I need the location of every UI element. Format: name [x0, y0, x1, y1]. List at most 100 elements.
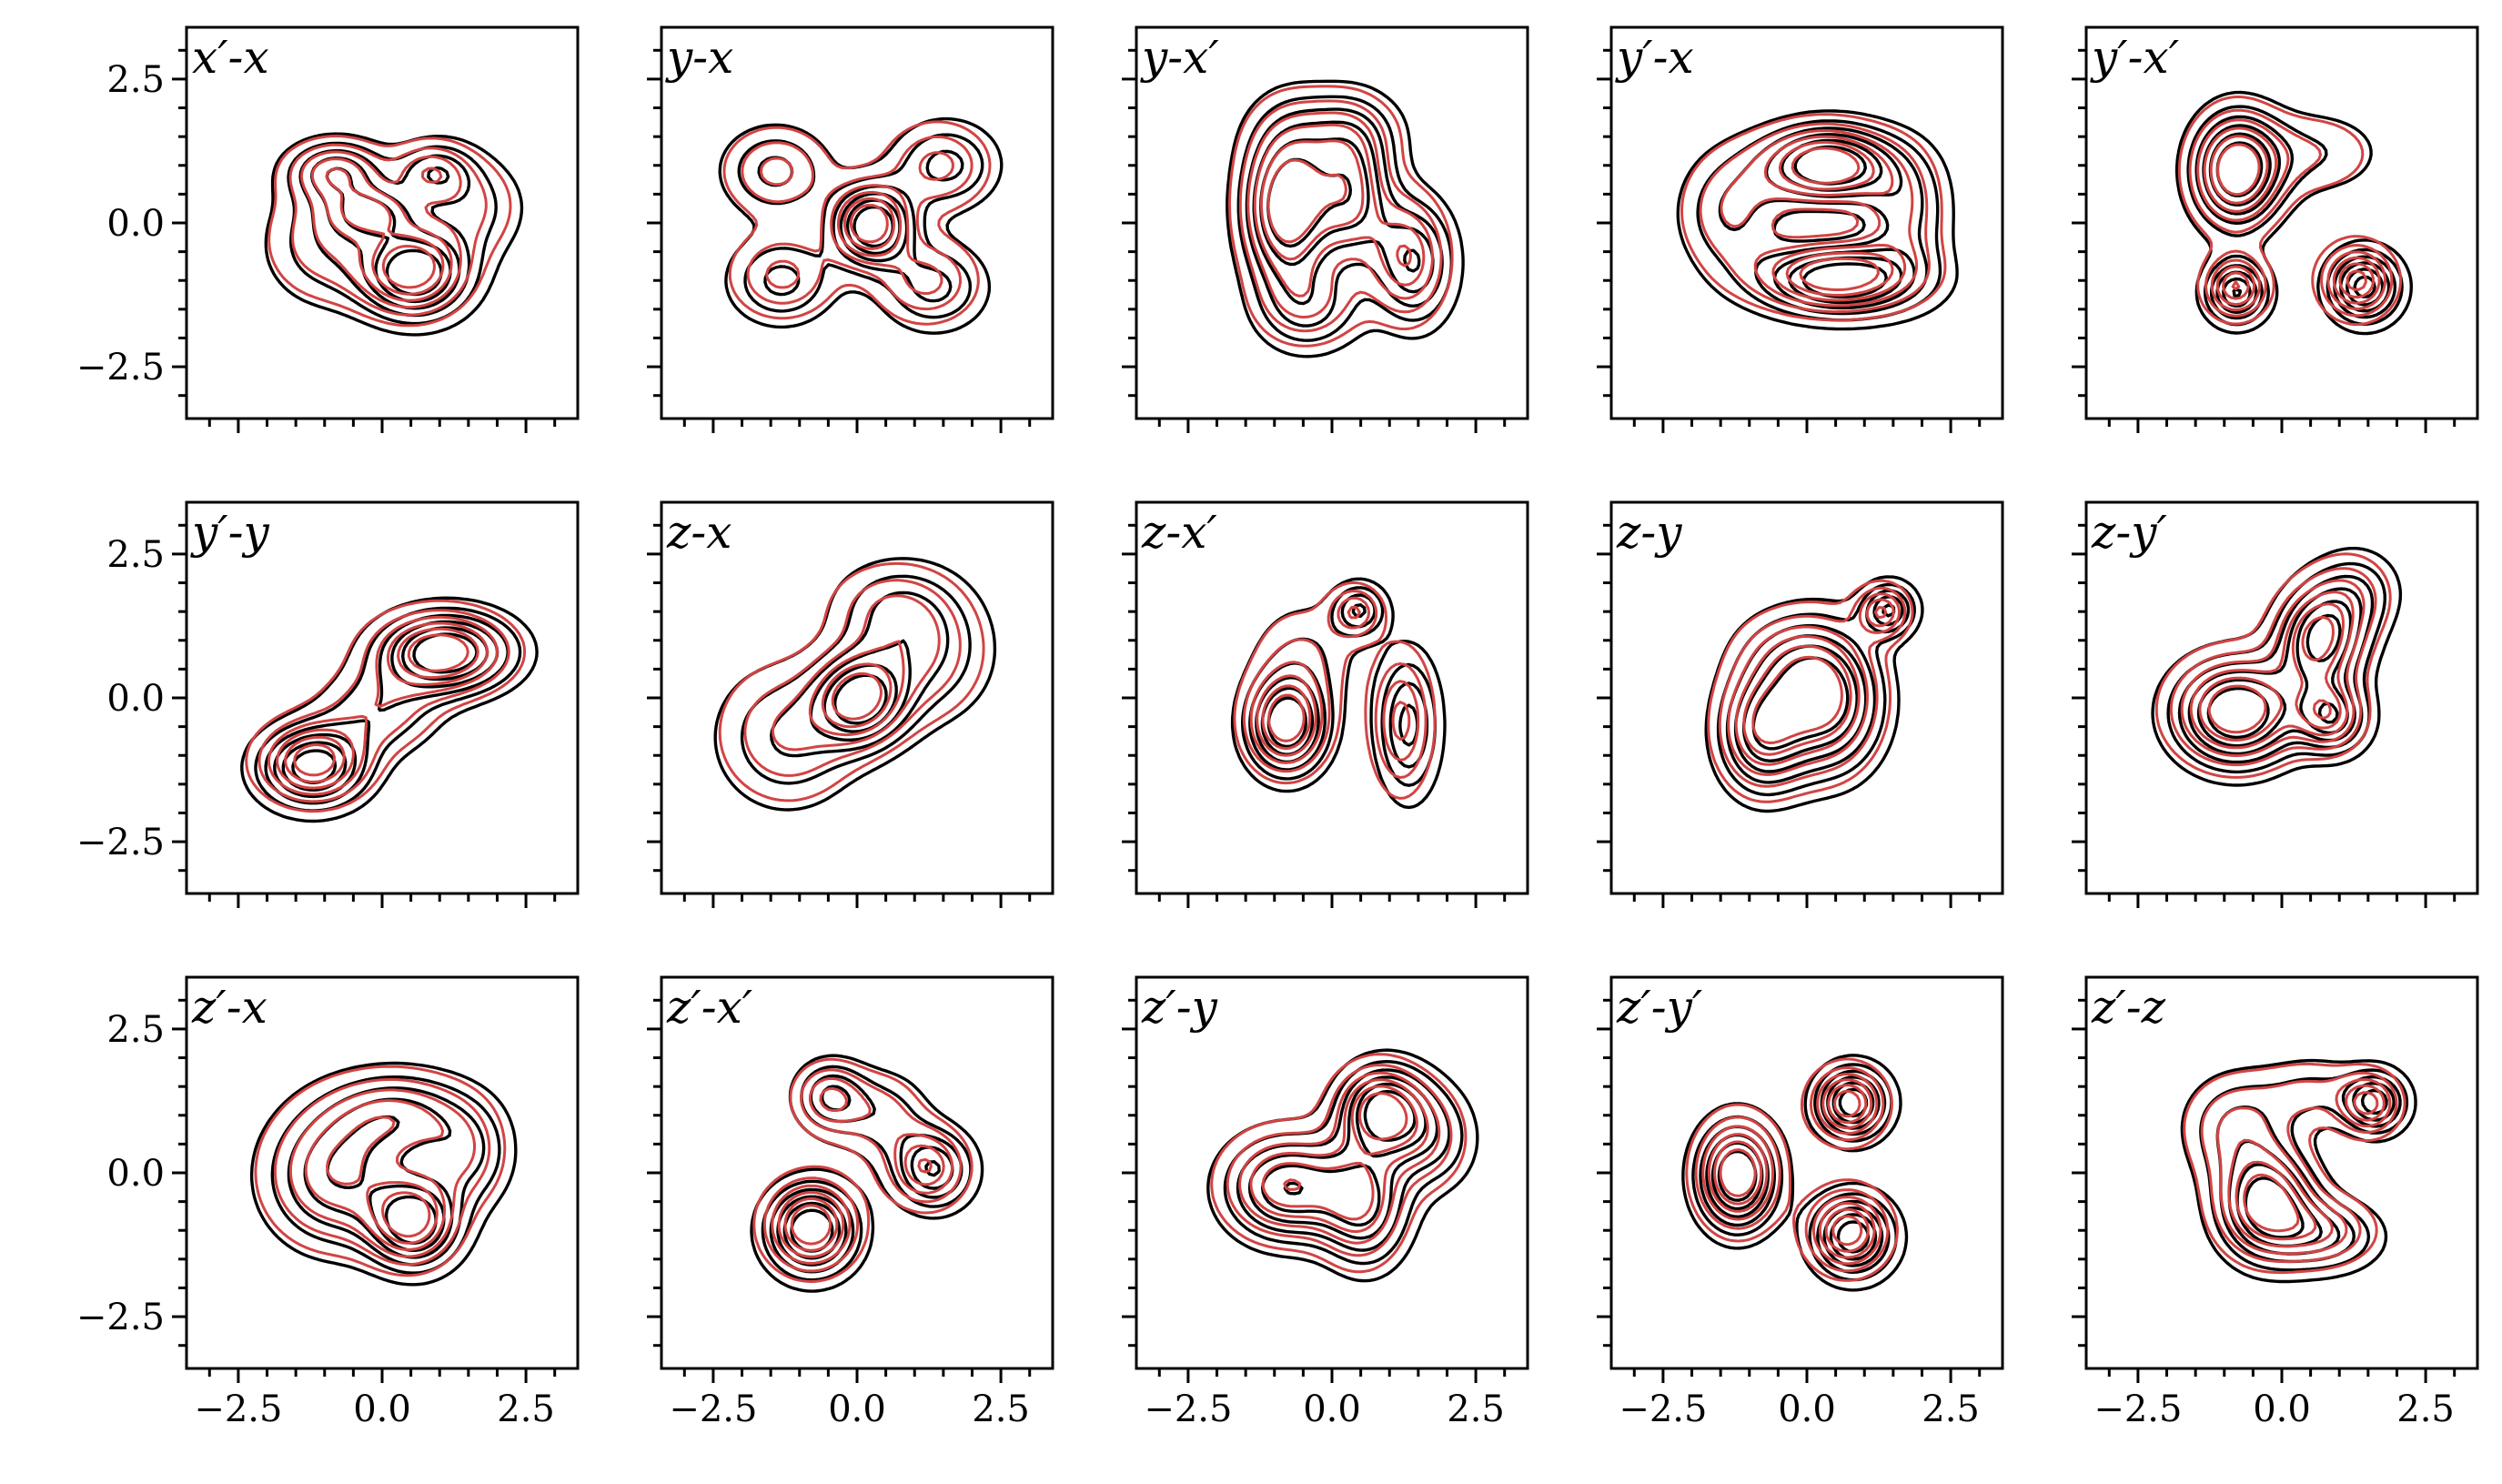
- model-contour-level-4: [1256, 606, 1411, 757]
- axes-frame: [660, 975, 1054, 1370]
- axes-frame: [185, 975, 580, 1370]
- model-contour-level-3: [1238, 1071, 1441, 1245]
- model-contour-level-4: [1763, 135, 1907, 302]
- panel-12: −2.5 0.0 2.5 z′-y: [1122, 975, 1529, 1430]
- model-contour-level-1: [2177, 96, 2402, 327]
- x-tick-label: 2.5: [972, 1388, 1030, 1430]
- reference-contour-level-2: [2166, 561, 2386, 774]
- panel-title: z′-x′: [666, 981, 753, 1034]
- y-tick-label: 2.5: [106, 59, 165, 101]
- model-contour-level-5: [2209, 135, 2375, 300]
- panels-layer: −2.5 0.0 2.5 x′-x y-x y-x′ y′-x y′-x′ −2.5 0.0 2.5…: [76, 25, 2479, 1430]
- model-contour-level-2: [1238, 99, 1443, 333]
- model-contour-level-3: [1701, 1073, 1882, 1266]
- model-contour-level-2: [743, 579, 962, 777]
- model-contour-level-3: [1249, 596, 1420, 764]
- model-contour-level-6: [381, 245, 436, 289]
- model-contour-level-5: [821, 662, 893, 729]
- x-tick-label: −2.5: [1619, 1388, 1707, 1430]
- x-tick-label: 2.5: [1922, 1388, 1980, 1430]
- contour-set: [240, 596, 539, 823]
- model-contour-level-3: [2180, 579, 2366, 757]
- x-tick-label: 2.5: [497, 1388, 555, 1430]
- contour-set: [718, 116, 1004, 335]
- reference-contour-level-2: [2186, 105, 2404, 327]
- x-tick-label: −2.5: [669, 1388, 757, 1430]
- contour-set: [1676, 109, 1959, 331]
- model-contour-level-6: [1791, 146, 1880, 291]
- x-tick-label: 2.5: [2396, 1388, 2455, 1430]
- model-contour-level-1: [722, 120, 992, 326]
- reference-contour-level-1: [249, 1061, 518, 1287]
- model-contour-level-6: [293, 633, 469, 777]
- axes-frame: [660, 25, 1054, 420]
- model-contour-level-5: [1778, 140, 1894, 297]
- panel-3: y′-x: [1597, 25, 2004, 433]
- model-contour-level-2: [1718, 586, 1907, 788]
- model-contour-level-4: [1734, 598, 1895, 766]
- contour-set: [1704, 575, 1924, 813]
- y-tick-label: 2.5: [106, 1009, 165, 1051]
- reference-contour-level-3: [770, 591, 950, 758]
- panel-title: z-y: [1616, 506, 1682, 559]
- panel-title: z-y′: [2091, 506, 2167, 559]
- contour-set: [264, 132, 524, 337]
- contour-set: [2180, 1058, 2417, 1284]
- model-contour-level-4: [310, 157, 453, 302]
- y-tick-label: 0.0: [106, 1153, 165, 1195]
- contour-set: [1681, 1054, 1909, 1292]
- contour-set: [1206, 1048, 1479, 1283]
- model-contour-level-6: [381, 1191, 431, 1238]
- x-tick-label: 0.0: [353, 1388, 411, 1430]
- model-contour-level-5: [783, 1157, 933, 1252]
- panel-title: z′-y′: [1616, 981, 1703, 1034]
- reference-contour-level-4: [839, 192, 909, 263]
- model-contour-level-6: [2207, 615, 2335, 734]
- model-contour-level-4: [1253, 123, 1426, 298]
- model-contour-level-1: [245, 599, 527, 813]
- model-contour-level-5: [842, 197, 895, 250]
- y-tick-label: −2.5: [76, 1297, 165, 1338]
- model-contour-level-2: [1699, 122, 1931, 314]
- model-contour-level-3: [1246, 111, 1434, 319]
- panel-title: z′-y: [1141, 981, 1218, 1034]
- model-contour-level-1: [1680, 113, 1947, 322]
- model-contour-level-5: [326, 1116, 439, 1245]
- model-contour-level-4: [276, 621, 489, 790]
- contour-set: [713, 557, 997, 812]
- x-tick-label: 0.0: [828, 1388, 886, 1430]
- model-contour-level-6: [2243, 1173, 2300, 1233]
- contour-set: [2151, 546, 2403, 787]
- model-contour-level-3: [1720, 129, 1919, 308]
- model-contour-level-2: [1694, 1066, 1890, 1273]
- model-contour-level-1: [267, 135, 512, 328]
- model-contour-level-3: [2196, 118, 2386, 312]
- panel-title: y-x′: [1140, 31, 1219, 84]
- contour-set: [1226, 79, 1465, 358]
- contour-set: [2174, 90, 2413, 336]
- model-contour-level-2: [257, 609, 510, 803]
- y-tick-label: 0.0: [106, 203, 165, 245]
- x-tick-label: 0.0: [1303, 1388, 1361, 1430]
- x-tick-label: 2.5: [1447, 1388, 1505, 1430]
- x-tick-label: −2.5: [1144, 1388, 1232, 1430]
- model-contour-level-2: [273, 1078, 491, 1267]
- model-contour-level-5: [1742, 606, 1888, 756]
- panel-13: −2.5 0.0 2.5 z′-y′: [1597, 975, 2004, 1430]
- model-contour-level-1: [1707, 579, 1914, 803]
- panel-9: z-y′: [2072, 500, 2479, 908]
- contour-set: [750, 1054, 984, 1293]
- model-contour-level-3: [760, 151, 954, 296]
- model-contour-level-5: [2235, 1091, 2379, 1241]
- reference-contour-level-1: [2180, 1058, 2417, 1284]
- model-contour-level-2: [1242, 590, 1428, 779]
- model-contour-level-4: [2203, 126, 2381, 307]
- model-contour-level-5: [1261, 684, 1312, 751]
- panel-title: z-x′: [1141, 506, 1217, 559]
- y-tick-label: −2.5: [76, 347, 165, 389]
- model-contour-level-4: [1249, 1078, 1429, 1234]
- model-contour-level-4: [1707, 1078, 1876, 1259]
- x-tick-label: 0.0: [1778, 1388, 1836, 1430]
- model-contour-level-2: [2188, 108, 2394, 318]
- axes-frame: [1609, 975, 2004, 1370]
